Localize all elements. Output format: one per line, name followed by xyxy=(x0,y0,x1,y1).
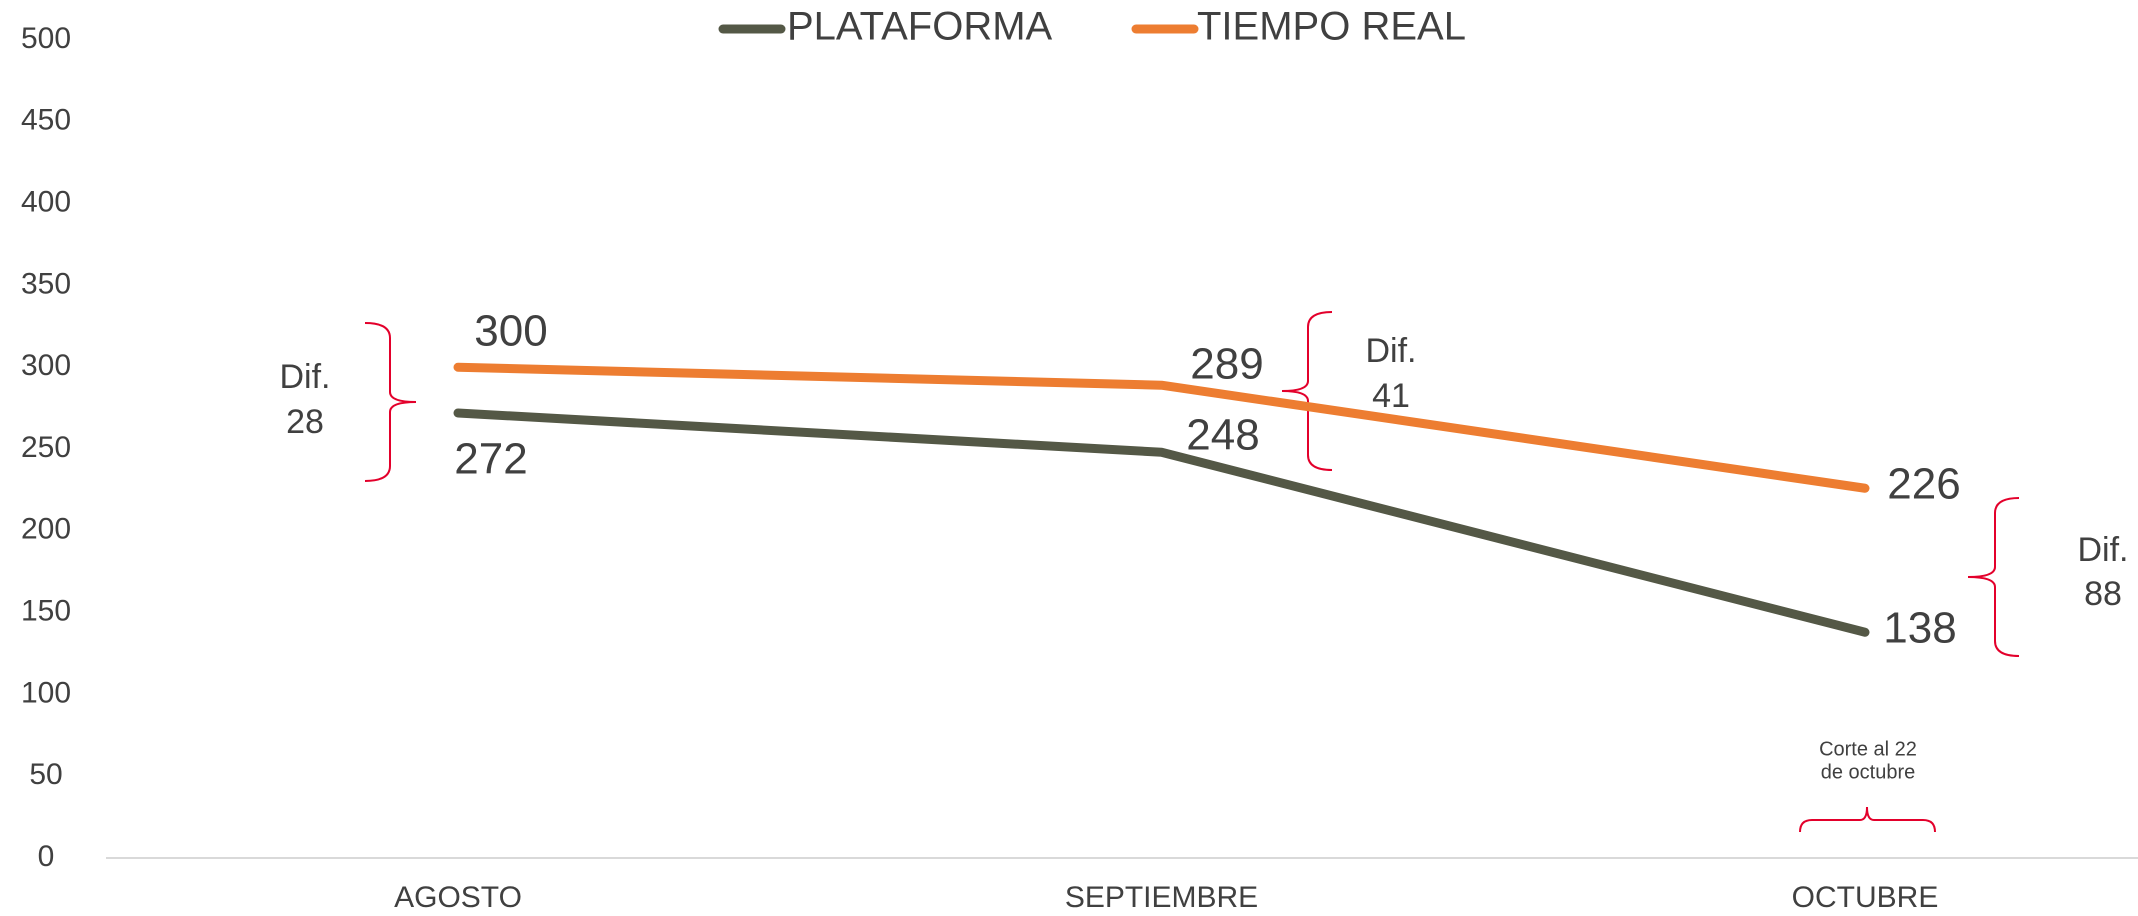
x-tick-label: SEPTIEMBRE xyxy=(1065,881,1258,914)
annotation: de octubre xyxy=(1821,761,1916,783)
y-tick-label: 350 xyxy=(21,267,71,300)
brace xyxy=(1799,806,1936,833)
annotation: 28 xyxy=(286,403,324,441)
annotation: Dif. xyxy=(280,358,331,396)
data-label: 138 xyxy=(1883,604,1956,653)
annotation: 88 xyxy=(2084,575,2122,613)
annotation: 41 xyxy=(1372,377,1410,415)
annotation: Dif. xyxy=(2078,531,2129,569)
y-tick-label: 300 xyxy=(21,349,71,382)
y-tick-label: 150 xyxy=(21,595,71,628)
legend-label: TIEMPO REAL xyxy=(1197,5,1466,49)
y-tick-label: 500 xyxy=(21,22,71,55)
series-line xyxy=(453,408,1870,637)
annotation: Dif. xyxy=(1366,332,1417,370)
data-label: 300 xyxy=(474,307,547,356)
legend-label: PLATAFORMA xyxy=(787,5,1053,49)
x-tick-label: OCTUBRE xyxy=(1792,881,1939,914)
y-tick-label: 0 xyxy=(38,840,55,873)
y-tick-label: 450 xyxy=(21,104,71,137)
series-line xyxy=(453,362,1870,493)
x-tick-label: AGOSTO xyxy=(394,881,522,914)
brace xyxy=(364,322,417,482)
annotation: Corte al 22 xyxy=(1819,738,1917,760)
y-tick-label: 400 xyxy=(21,186,71,219)
data-label: 272 xyxy=(454,435,527,484)
brace xyxy=(1281,311,1333,471)
brace xyxy=(1967,497,2020,657)
data-label: 226 xyxy=(1887,460,1960,509)
y-tick-label: 100 xyxy=(21,676,71,709)
data-label: 248 xyxy=(1186,411,1259,460)
y-tick-label: 200 xyxy=(21,513,71,546)
data-label: 289 xyxy=(1190,340,1263,389)
y-tick-label: 50 xyxy=(29,758,62,791)
y-tick-label: 250 xyxy=(21,431,71,464)
